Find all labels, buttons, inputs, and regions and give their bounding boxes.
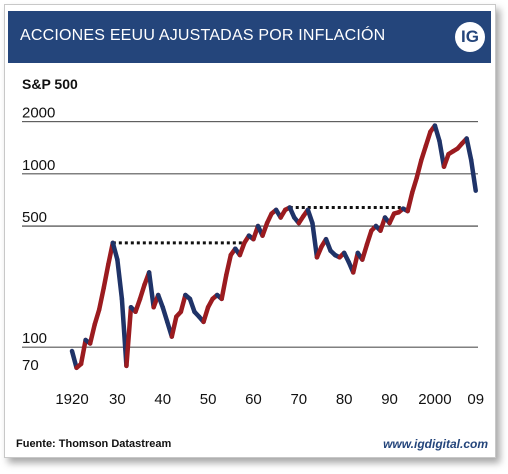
line-segment-2009 <box>468 157 478 193</box>
line-segment-1986 <box>364 228 374 247</box>
line-segment-1945 <box>178 292 188 315</box>
line-segment-1921 <box>69 348 79 371</box>
ig-logo: IG <box>455 22 485 52</box>
line-segment-1923 <box>78 337 88 367</box>
x-tick-label-50: 50 <box>200 391 217 408</box>
line-segment-1926 <box>92 307 102 327</box>
y-tick-label-1000: 1000 <box>22 157 55 174</box>
y-tick-labels: 70 100 500 1000 2000 <box>22 105 55 374</box>
line-segment-1983 <box>351 250 361 275</box>
line-segment-1973 <box>305 207 315 226</box>
line-segment-1928 <box>101 262 111 291</box>
chart-header: ACCIONES EEUU AJUSTADAS POR INFLACIÓN IG <box>8 11 491 63</box>
line-segment-1935 <box>133 296 143 315</box>
x-tick-label-1920: 1920 <box>55 391 88 408</box>
chart-title: ACCIONES EEUU AJUSTADAS POR INFLACIÓN <box>20 27 386 44</box>
line-segment-1936 <box>137 282 147 302</box>
line-segment-1999 <box>423 129 433 149</box>
line-segment-2001 <box>432 123 442 144</box>
line-segment-1955 <box>223 252 234 278</box>
x-tick-label-70: 70 <box>290 391 307 408</box>
x-tick-label-80: 80 <box>336 391 353 408</box>
source-note: Fuente: Thomson Datastream <box>16 438 172 450</box>
grid-lines <box>22 121 478 348</box>
line-segment-1938 <box>146 270 156 310</box>
y-tick-label-100: 100 <box>22 330 47 347</box>
line-segment-1995 <box>405 190 415 214</box>
line-segment-1974 <box>310 220 320 260</box>
line-segment-1933 <box>124 304 134 369</box>
chart-frame <box>4 4 496 458</box>
x-tick-label-60: 60 <box>245 391 262 408</box>
line-segment-1950 <box>201 304 211 325</box>
line-segment-1998 <box>419 143 429 163</box>
y-tick-label-70: 70 <box>22 357 39 374</box>
x-tick-labels: 1920 30 40 50 60 70 80 90 2000 09 <box>55 391 484 408</box>
line-segment-1931 <box>115 257 125 302</box>
sp500-line <box>69 123 478 371</box>
line-segment-1925 <box>87 322 97 346</box>
line-segment-2008 <box>464 136 474 163</box>
line-segment-1927 <box>96 285 107 312</box>
line-segment-1996 <box>409 175 420 195</box>
x-tick-label-90: 90 <box>381 391 398 408</box>
y-tick-label-2000: 2000 <box>22 105 55 122</box>
line-segment-1941 <box>160 304 170 325</box>
line-segment-1947 <box>187 296 197 315</box>
x-tick-label-40: 40 <box>154 391 171 408</box>
x-tick-label-09: 09 <box>467 391 484 408</box>
line-segment-1943 <box>169 314 179 339</box>
x-tick-label-2000: 2000 <box>418 391 451 408</box>
line-segment-1954 <box>219 273 229 302</box>
line-segment-1997 <box>414 157 424 180</box>
line-segment-1930 <box>110 240 120 262</box>
reference-lines <box>112 205 404 245</box>
x-tick-label-30: 30 <box>109 391 126 408</box>
line-segment-1985 <box>360 242 370 262</box>
website-link[interactable]: www.igdigital.com <box>383 437 488 451</box>
series-name-label: S&P 500 <box>22 76 78 92</box>
y-tick-label-500: 500 <box>22 209 47 226</box>
